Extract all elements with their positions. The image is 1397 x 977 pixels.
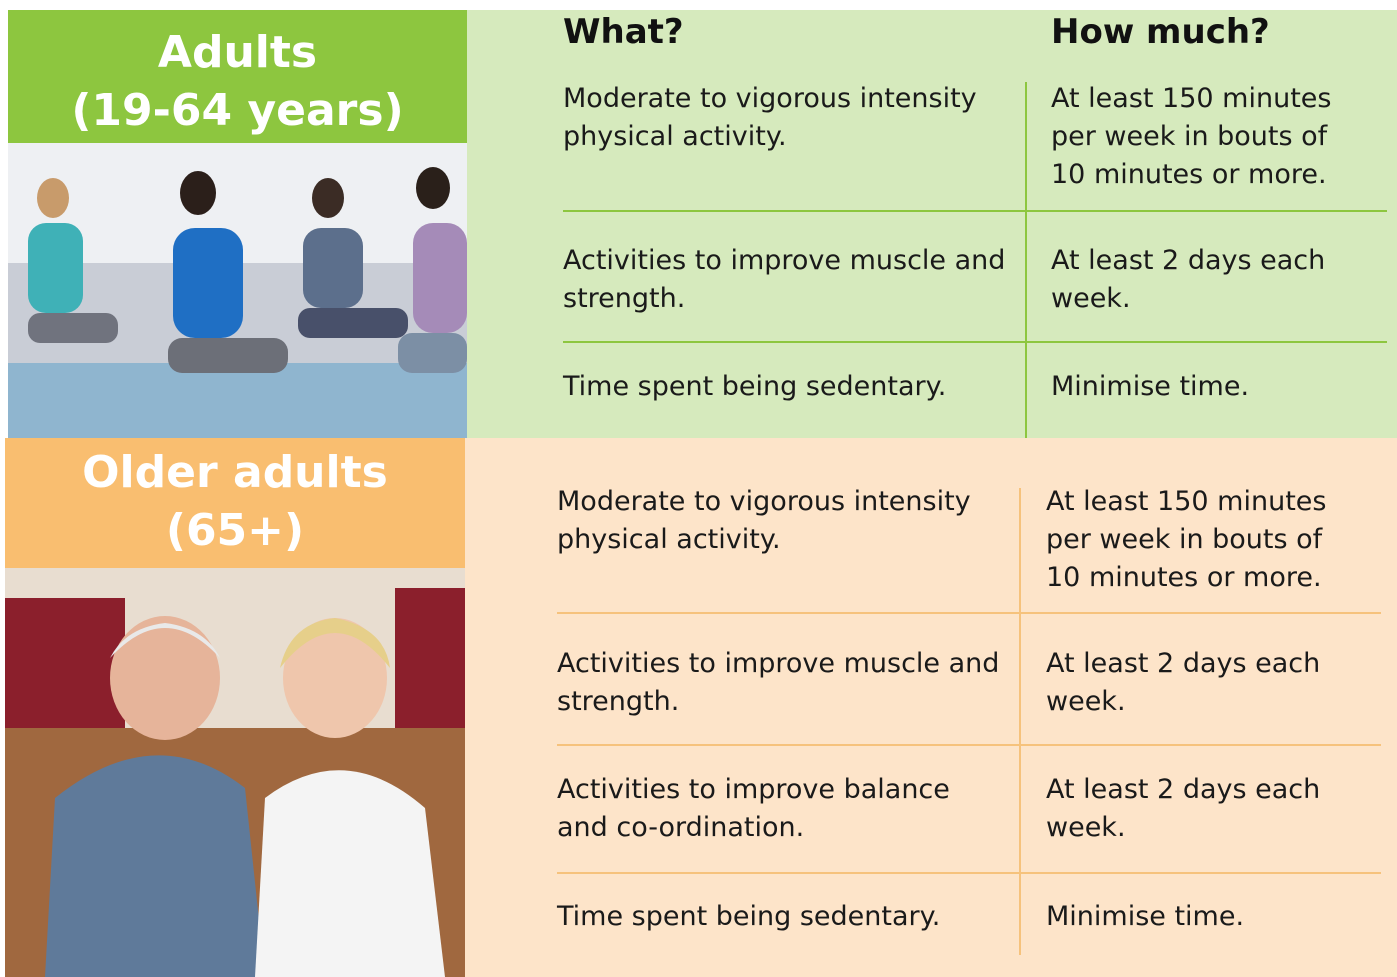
row-divider [563,210,1387,212]
column-divider [1019,488,1021,955]
section-subtitle: (65+) [165,505,305,556]
section-title: Older adults [82,447,388,498]
how-much-cell: At least 2 days each week. [1046,774,1321,843]
row-divider [557,612,1381,614]
what-cell: Moderate to vigorous intensity physical … [557,486,971,555]
section-title: Adults [157,27,318,78]
older-header: Older adults (65+) [5,438,465,568]
how-much-cell: At least 2 days each week. [1046,648,1321,717]
row-divider [557,872,1381,874]
column-header: How much? [1051,12,1270,52]
older-photo [5,568,465,977]
older-panel [465,438,1397,977]
how-much-cell: Minimise time. [1051,371,1250,402]
row-divider [557,744,1381,746]
section-subtitle: (19-64 years) [71,85,404,136]
adults-photo [8,143,467,438]
column-header: What? [563,12,684,52]
column-divider [1025,82,1027,438]
adults-header: Adults (19-64 years) [8,10,467,143]
row-divider [563,341,1387,343]
what-cell: Activities to improve balance and co-ord… [557,774,950,843]
how-much-cell: At least 150 minutes per week in bouts o… [1046,486,1327,593]
how-much-cell: Minimise time. [1046,901,1245,932]
what-cell: Activities to improve muscle and strengt… [557,648,1000,717]
how-much-cell: At least 2 days each week. [1051,245,1326,314]
what-cell: Time spent being sedentary. [557,901,941,932]
adults-panel [467,10,1397,438]
what-cell: Moderate to vigorous intensity physical … [563,83,977,152]
how-much-cell: At least 150 minutes per week in bouts o… [1051,83,1332,190]
what-cell: Time spent being sedentary. [563,371,947,402]
what-cell: Activities to improve muscle and strengt… [563,245,1006,314]
